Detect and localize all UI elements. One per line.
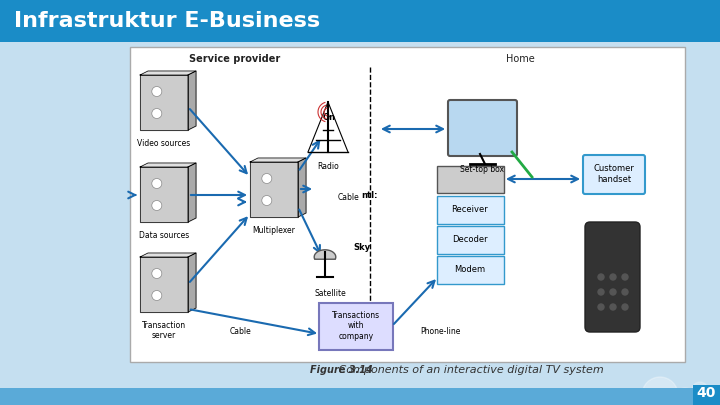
- Text: Cable: Cable: [337, 192, 359, 202]
- Polygon shape: [188, 71, 196, 130]
- Polygon shape: [140, 75, 188, 130]
- Text: Video sources: Video sources: [138, 139, 191, 148]
- Circle shape: [152, 179, 162, 188]
- Text: Satellite: Satellite: [314, 289, 346, 298]
- Circle shape: [610, 289, 616, 295]
- Text: Infrastruktur E-Business: Infrastruktur E-Business: [14, 11, 320, 31]
- Circle shape: [622, 274, 628, 280]
- Polygon shape: [140, 167, 188, 222]
- Circle shape: [598, 274, 604, 280]
- FancyBboxPatch shape: [0, 0, 720, 42]
- Text: Home: Home: [505, 54, 534, 64]
- Circle shape: [622, 289, 628, 295]
- Circle shape: [262, 196, 272, 205]
- Circle shape: [673, 388, 697, 405]
- Text: Modem: Modem: [454, 266, 485, 275]
- Text: Sky: Sky: [353, 243, 370, 252]
- Circle shape: [152, 87, 162, 96]
- FancyBboxPatch shape: [585, 222, 640, 332]
- Text: Set-top box: Set-top box: [460, 165, 504, 174]
- Polygon shape: [188, 253, 196, 312]
- Polygon shape: [140, 257, 188, 312]
- Circle shape: [152, 200, 162, 211]
- Circle shape: [692, 382, 708, 398]
- Text: Phone-line: Phone-line: [420, 328, 460, 337]
- Circle shape: [152, 109, 162, 119]
- Circle shape: [642, 377, 678, 405]
- Polygon shape: [188, 163, 196, 222]
- Text: Receiver: Receiver: [451, 205, 488, 215]
- Text: Transactions
with
company: Transactions with company: [332, 311, 380, 341]
- FancyBboxPatch shape: [437, 166, 504, 193]
- FancyBboxPatch shape: [319, 303, 393, 350]
- Text: Radio: Radio: [317, 162, 339, 171]
- Circle shape: [262, 173, 272, 183]
- Circle shape: [598, 289, 604, 295]
- Circle shape: [622, 304, 628, 310]
- Circle shape: [598, 304, 604, 310]
- Text: Transaction
server: Transaction server: [142, 321, 186, 340]
- Text: On: On: [323, 113, 336, 121]
- Polygon shape: [140, 163, 196, 167]
- FancyBboxPatch shape: [583, 155, 645, 194]
- Circle shape: [152, 269, 162, 279]
- FancyBboxPatch shape: [693, 385, 720, 405]
- Polygon shape: [314, 250, 336, 259]
- Text: 40: 40: [696, 388, 716, 402]
- Circle shape: [152, 290, 162, 301]
- FancyBboxPatch shape: [437, 196, 504, 224]
- Text: Decoder: Decoder: [452, 235, 488, 245]
- Text: Data sources: Data sources: [139, 231, 189, 240]
- FancyBboxPatch shape: [437, 226, 504, 254]
- Polygon shape: [298, 158, 306, 217]
- Text: ntl:: ntl:: [361, 190, 378, 200]
- Text: Multiplexer: Multiplexer: [253, 226, 295, 235]
- Polygon shape: [250, 158, 306, 162]
- Text: Figure 3.14: Figure 3.14: [310, 365, 373, 375]
- Polygon shape: [140, 253, 196, 257]
- Text: Customer
handset: Customer handset: [593, 164, 634, 184]
- Circle shape: [610, 304, 616, 310]
- Text: Service provider: Service provider: [189, 54, 281, 64]
- FancyBboxPatch shape: [448, 100, 517, 156]
- Polygon shape: [250, 162, 298, 217]
- Circle shape: [610, 274, 616, 280]
- Circle shape: [630, 390, 650, 405]
- Text: Cable: Cable: [229, 328, 251, 337]
- Text: 40: 40: [696, 386, 716, 400]
- FancyBboxPatch shape: [693, 385, 720, 402]
- FancyBboxPatch shape: [0, 388, 720, 405]
- Polygon shape: [140, 71, 196, 75]
- FancyBboxPatch shape: [437, 256, 504, 284]
- FancyBboxPatch shape: [130, 47, 685, 362]
- Text: Components of an interactive digital TV system: Components of an interactive digital TV …: [335, 365, 604, 375]
